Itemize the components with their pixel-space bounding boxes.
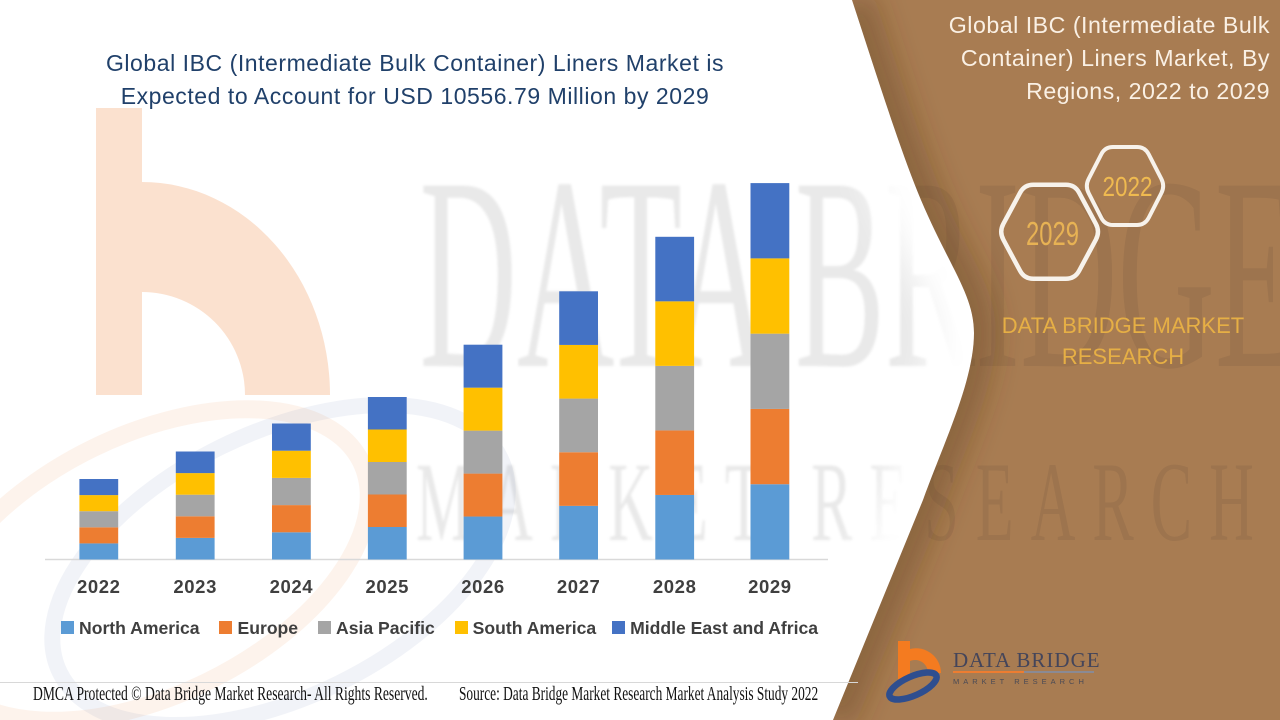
svg-text:2029: 2029 [1026, 215, 1079, 252]
svg-text:DATA BRIDGE: DATA BRIDGE [953, 648, 1101, 672]
svg-text:MARKET RESEARCH: MARKET RESEARCH [953, 677, 1088, 686]
svg-text:2022: 2022 [1103, 171, 1153, 202]
